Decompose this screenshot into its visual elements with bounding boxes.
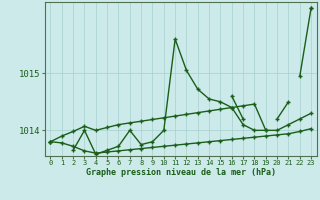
X-axis label: Graphe pression niveau de la mer (hPa): Graphe pression niveau de la mer (hPa) (86, 168, 276, 177)
